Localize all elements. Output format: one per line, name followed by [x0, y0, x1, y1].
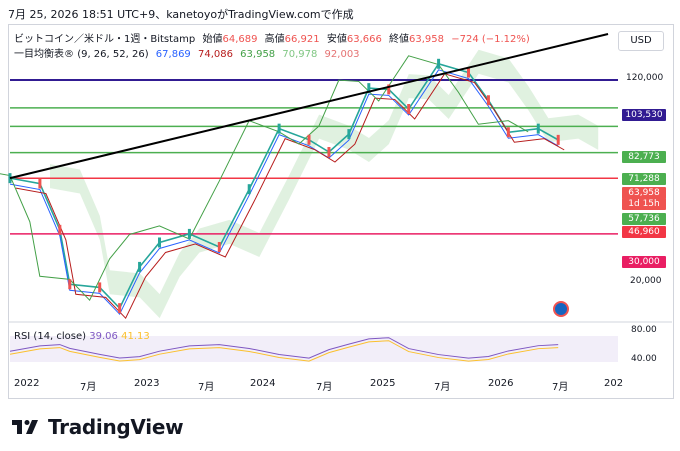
x-tick: 2026: [488, 378, 514, 389]
close-value: 63,958: [409, 34, 445, 45]
x-tick: 202: [604, 378, 624, 389]
rsi-value: 39.06: [89, 331, 118, 342]
x-tick: 7月: [316, 382, 333, 393]
x-tick: 2025: [370, 378, 396, 389]
x-tick: 7月: [434, 382, 451, 393]
rsi-tick-40: 40.00: [631, 354, 657, 364]
flag-icon[interactable]: [553, 301, 569, 317]
chart-frame: [8, 24, 674, 399]
currency-button[interactable]: USD: [618, 31, 664, 51]
high-label: 高値: [264, 34, 285, 45]
open-label: 始値: [202, 34, 223, 45]
x-tick: 2024: [250, 378, 276, 389]
price-tag: 63,958: [622, 187, 666, 199]
price-tag: 71,288: [622, 173, 666, 185]
rsi-legend: RSI (14, close) 39.06 41.13: [14, 331, 150, 342]
price-tag: 57,736: [622, 213, 666, 225]
brand-name: TradingView: [48, 415, 184, 439]
ichimoku-span-b: 92,003: [324, 49, 360, 60]
price-tag: 1d 15h: [622, 198, 666, 210]
x-tick: 7月: [80, 382, 97, 393]
x-tick: 2023: [134, 378, 160, 389]
rsi-tick-80: 80.00: [631, 325, 657, 335]
ichimoku-chikou: 63,958: [240, 49, 276, 60]
x-tick: 2022: [14, 378, 40, 389]
change-value: −724 (−1.12%): [451, 34, 530, 45]
x-tick: 7月: [552, 382, 569, 393]
tradingview-mark-icon: [12, 420, 38, 434]
tradingview-logo[interactable]: TradingView: [12, 415, 184, 439]
ichimoku-params: (9, 26, 52, 26): [77, 49, 149, 60]
ichimoku-span-a: 70,978: [282, 49, 318, 60]
rsi-ma-value: 41.13: [121, 331, 150, 342]
close-label: 終値: [389, 34, 410, 45]
ichimoku-legend[interactable]: 一目均衡表® (9, 26, 52, 26) 67,869 74,086 63,…: [14, 45, 364, 60]
low-value: 63,666: [346, 34, 382, 45]
price-tag: 30,000: [622, 256, 666, 268]
high-value: 66,921: [284, 34, 320, 45]
ichimoku-name: 一目均衡表: [14, 49, 64, 60]
symbol-legend: ビットコイン／米ドル・1週・Bitstamp 始値64,689 高値66,921…: [14, 30, 534, 45]
settings-icon[interactable]: ®: [64, 49, 74, 60]
x-tick: 7月: [198, 382, 215, 393]
chart-caption: 7月 25, 2026 18:51 UTC+9、kanetoyoがTrading…: [8, 8, 354, 21]
open-value: 64,689: [222, 34, 258, 45]
price-tag: 103,530: [622, 109, 666, 121]
ichimoku-kijun: 74,086: [197, 49, 233, 60]
price-tag: 82,773: [622, 151, 666, 163]
low-label: 安値: [326, 34, 347, 45]
y-tick-120000: 120,000: [626, 73, 664, 83]
price-tag: 46,960: [622, 226, 666, 238]
y-tick-20000: 20,000: [630, 276, 662, 286]
rsi-name: RSI (14, close): [14, 331, 87, 342]
ichimoku-tenkan: 67,869: [155, 49, 191, 60]
symbol-name: ビットコイン／米ドル・1週・Bitstamp: [14, 34, 196, 45]
